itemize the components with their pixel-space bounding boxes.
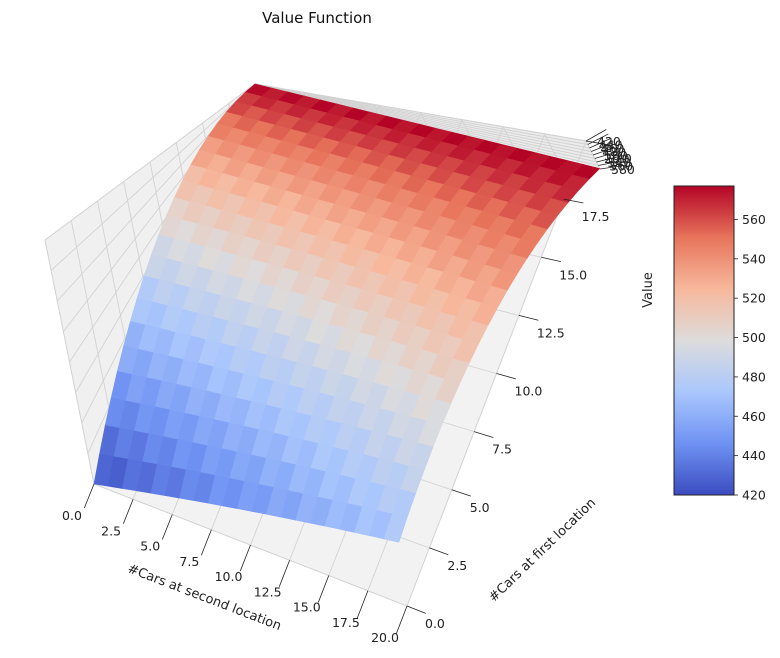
z-tick-mark xyxy=(585,129,607,142)
y-axis-ticks: 0.0 2.5 5.0 7.5 10.0 12.5 15.0 17.5 20.0 xyxy=(406,140,632,631)
x-tick-label: 2.5 xyxy=(101,523,121,538)
surface-patch xyxy=(383,513,408,543)
back-gridline-z xyxy=(254,83,587,142)
z-tick-mark xyxy=(591,142,613,152)
x-tick-label: 17.5 xyxy=(332,615,360,630)
x-tick-label: 20.0 xyxy=(371,630,399,645)
x-axis-ticks: 0.0 2.5 5.0 7.5 10.0 12.5 15.0 17.5 20.0 xyxy=(62,483,408,645)
y-tick-mark xyxy=(406,605,426,614)
x-tick-label: 7.5 xyxy=(179,554,199,569)
x-tick-label: 10.0 xyxy=(215,569,243,584)
left-gridline-z xyxy=(50,83,256,271)
z-axis-label: Value xyxy=(641,272,656,308)
left-gridline-z xyxy=(44,83,256,241)
z-tick-label: 540 xyxy=(608,155,632,170)
y-axis-label: #Cars at first location xyxy=(486,496,599,606)
colorbar-gradient xyxy=(673,185,735,496)
y-tick-label: 10.0 xyxy=(515,384,543,399)
y-tick-mark xyxy=(563,198,584,204)
x-tick-mark xyxy=(83,483,95,509)
x-tick-mark xyxy=(317,575,330,603)
x-tick-mark xyxy=(122,499,134,524)
y-tick-label: 2.5 xyxy=(447,558,467,573)
x-tick-label: 12.5 xyxy=(254,584,282,599)
z-tick-label: 500 xyxy=(604,148,628,163)
z-tick-mark xyxy=(592,147,615,156)
y-tick-label: 0.0 xyxy=(425,616,445,631)
colorbar-tick-label: 520 xyxy=(742,291,766,306)
y-tick-label: 12.5 xyxy=(537,325,565,340)
z-tick-mark xyxy=(598,160,621,166)
z-tick-mark xyxy=(594,151,617,159)
z-tick-label: 580 xyxy=(611,162,635,177)
y-tick-mark xyxy=(541,256,561,263)
y-tick-mark xyxy=(518,314,539,321)
back-gridline-z xyxy=(254,83,594,156)
back-gridline-z xyxy=(254,83,588,145)
back-gridline-z xyxy=(254,83,599,166)
colorbar-tick-label: 420 xyxy=(742,488,766,503)
colorbar-tick-label: 540 xyxy=(742,251,766,266)
y-tick-mark xyxy=(496,373,516,380)
z-tick-label: 480 xyxy=(602,145,626,160)
y-tick-mark xyxy=(451,489,471,497)
z-tick-label: 420 xyxy=(597,134,621,149)
colorbar-tick-label: 500 xyxy=(742,330,766,345)
y-tick-label: 15.0 xyxy=(559,267,587,282)
x-tick-mark xyxy=(356,590,369,619)
colorbar-ticks: 420 440 460 480 500 520 540 560 xyxy=(734,212,766,503)
x-tick-mark xyxy=(161,514,173,540)
z-tick-mark xyxy=(599,165,623,170)
x-tick-mark xyxy=(395,605,408,635)
value-surface xyxy=(93,83,601,543)
x-tick-label: 0.0 xyxy=(62,508,82,523)
z-tick-mark xyxy=(589,138,611,149)
x-tick-mark xyxy=(239,544,251,572)
y-tick-mark xyxy=(474,431,494,438)
colorbar-tick-label: 560 xyxy=(742,212,766,227)
y-tick-label: 7.5 xyxy=(492,442,512,457)
y-tick-label: 5.0 xyxy=(470,500,490,515)
x-tick-mark xyxy=(200,529,212,556)
z-tick-mark xyxy=(596,156,619,163)
colorbar-tick-label: 480 xyxy=(742,369,766,384)
colorbar: 420 440 460 480 500 520 540 560 xyxy=(673,185,766,503)
colorbar-tick-label: 460 xyxy=(742,409,766,424)
x-tick-label: 15.0 xyxy=(293,600,321,615)
back-gridline-z xyxy=(254,83,597,163)
y-tick-mark xyxy=(585,140,606,145)
x-tick-label: 5.0 xyxy=(140,539,160,554)
colorbar-tick-label: 440 xyxy=(742,448,766,463)
y-tick-label: 17.5 xyxy=(582,209,610,224)
y-tick-mark xyxy=(429,547,449,556)
back-gridline-z xyxy=(254,83,595,159)
back-gridline-z xyxy=(254,83,590,149)
chart-title: Value Function xyxy=(262,9,372,27)
y-tick-label: 20.0 xyxy=(604,151,632,166)
z-tick-mark xyxy=(587,133,609,145)
x-tick-mark xyxy=(278,560,290,587)
back-gridline-z xyxy=(254,83,592,152)
